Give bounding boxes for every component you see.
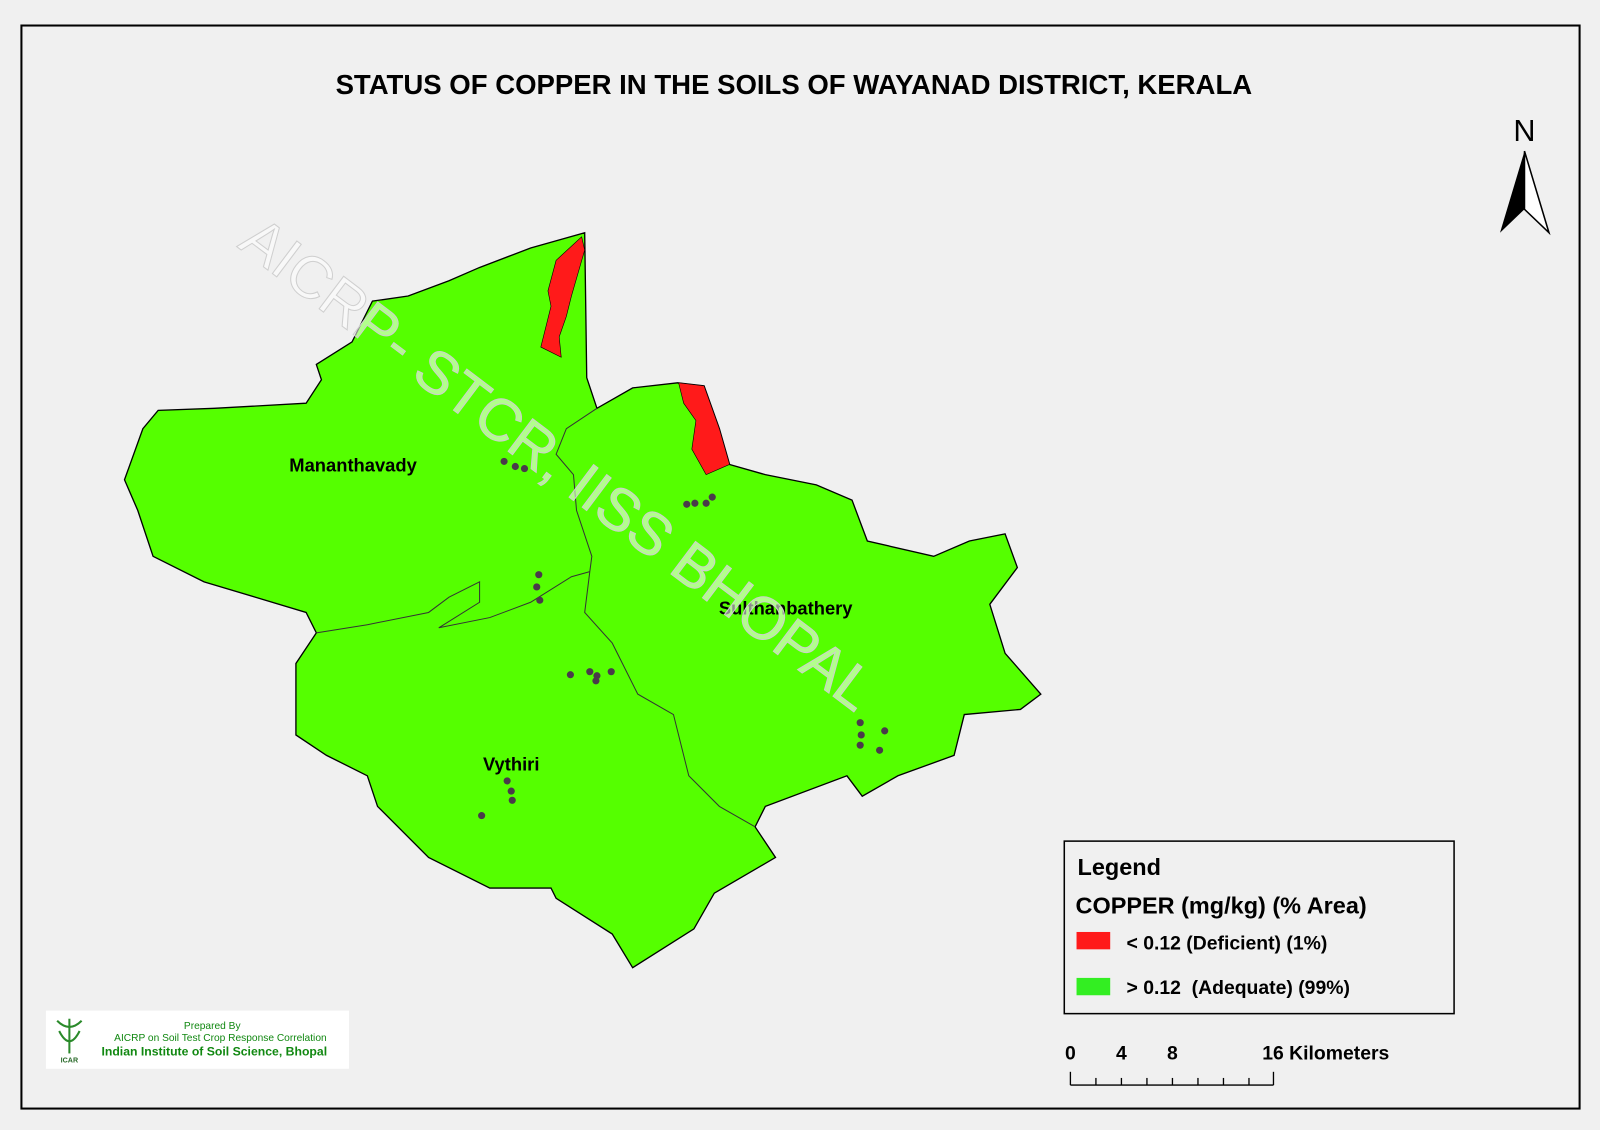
sample-points [478,457,889,820]
credits-line: Indian Institute of Soil Science, Bhopal [101,1044,327,1058]
scale-label: 8 [1167,1043,1178,1065]
title: STATUS OF COPPER IN THE SOILS OF WAYANAD… [336,69,1253,100]
legend-item: < 0.12 (Deficient) (1%) [1127,932,1328,954]
north-arrow [1523,150,1551,236]
logo-text: ICAR [61,1057,78,1065]
legend-box [1063,840,1455,1015]
region-label: Mananthavady [289,455,417,476]
boundary [584,571,756,828]
scale-bar [1069,1071,1275,1086]
boundary [316,571,590,634]
legend-title: Legend [1078,854,1161,880]
credits-box [45,1010,349,1069]
legend-swatch [1076,931,1111,950]
region-label: Vythiri [483,754,539,775]
scale-label: 16 Kilometers [1262,1043,1389,1065]
deficient-area [540,236,586,358]
logo [56,1018,83,1054]
legend-item: > 0.12 (Adequate) (99%) [1127,977,1350,999]
district-area [123,231,1042,969]
legend-swatch [1076,977,1111,996]
credits-line: Prepared By [184,1021,242,1032]
north-arrow [1500,151,1525,233]
region-label: Sulthanbathery [719,598,853,619]
credits-line: AICRP on Soil Test Crop Response Correla… [114,1033,327,1044]
legend-heading: COPPER (mg/kg) (% Area) [1076,893,1367,919]
deficient-area [678,382,730,476]
boundary [555,407,598,572]
scale-label: 4 [1116,1043,1127,1065]
scale-label: 0 [1065,1043,1076,1065]
north-label: N [1513,114,1535,148]
